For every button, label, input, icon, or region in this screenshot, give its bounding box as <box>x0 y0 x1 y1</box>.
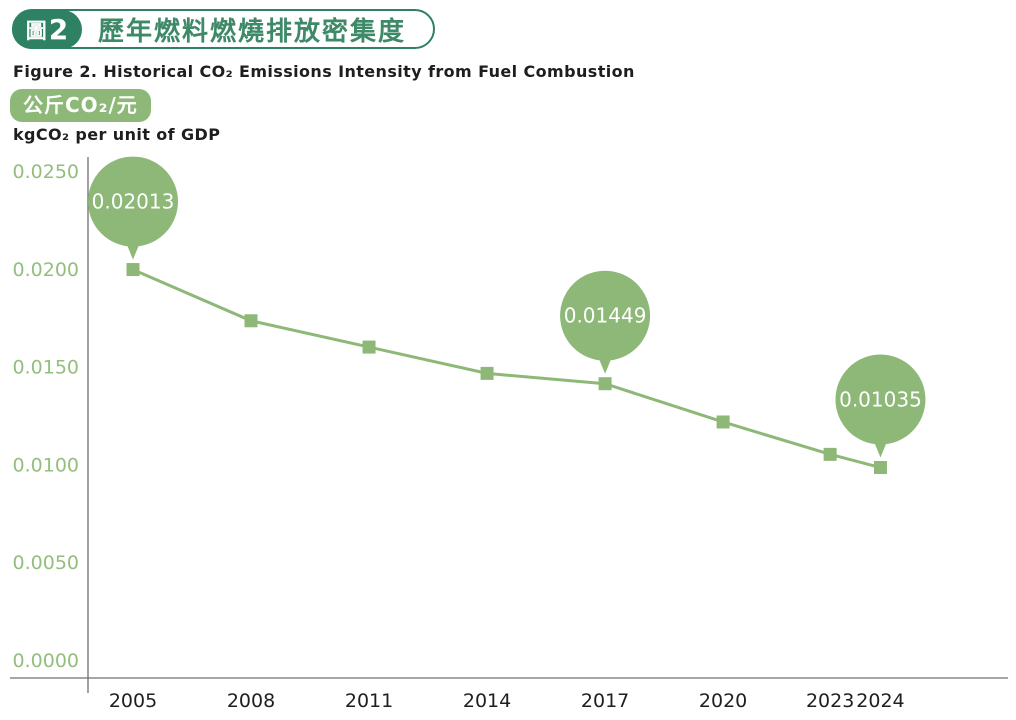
callout-value: 0.01449 <box>564 304 647 328</box>
y-tick-label: 0.0200 <box>13 259 79 281</box>
callout-value: 0.02013 <box>92 190 175 214</box>
data-point-marker <box>244 314 258 328</box>
unit-badge-zh: 公斤CO₂/元 <box>10 89 151 122</box>
data-point-marker <box>126 263 140 277</box>
x-tick-label: 2024 <box>856 690 904 712</box>
data-point-marker <box>873 461 887 475</box>
y-tick-label: 0.0000 <box>13 650 79 672</box>
callout-bubble <box>88 156 178 247</box>
x-tick-label: 2008 <box>227 690 275 712</box>
data-point-marker <box>480 366 494 380</box>
data-point-marker <box>362 340 376 354</box>
y-tick-label: 0.0150 <box>13 357 79 379</box>
x-tick-label: 2023 <box>806 690 854 712</box>
callout-value: 0.01035 <box>839 388 922 412</box>
data-point-marker <box>716 415 730 429</box>
data-line <box>132 268 881 469</box>
callout-bubble <box>560 270 651 361</box>
x-tick-label: 2014 <box>463 690 511 712</box>
figure-badge-number: 2 <box>48 13 69 46</box>
y-tick-label: 0.0100 <box>13 454 79 476</box>
y-tick-label: 0.0250 <box>13 161 79 183</box>
x-tick-label: 2011 <box>345 690 393 712</box>
x-tick-label: 2005 <box>109 690 157 712</box>
figure-title-zh: 歷年燃料燃燒排放密集度 <box>98 16 407 47</box>
data-point-marker <box>598 377 612 391</box>
y-tick-label: 0.0050 <box>13 552 79 574</box>
figure-title-en: Figure 2. Historical CO₂ Emissions Inten… <box>13 62 635 81</box>
unit-label-en: kgCO₂ per unit of GDP <box>13 125 221 144</box>
x-tick-label: 2020 <box>699 690 747 712</box>
figure-badge-prefix: 圖 <box>25 18 47 43</box>
x-tick-label: 2017 <box>581 690 629 712</box>
data-point-marker <box>823 447 837 461</box>
callout-bubble <box>835 354 926 445</box>
